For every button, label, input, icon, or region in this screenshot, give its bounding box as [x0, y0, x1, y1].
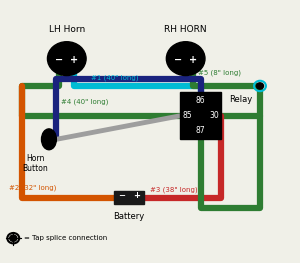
Bar [180, 93, 221, 139]
Circle shape [166, 42, 205, 75]
Text: 87: 87 [196, 127, 205, 135]
Circle shape [256, 83, 263, 89]
Text: #2 (32" long): #2 (32" long) [9, 184, 56, 191]
Text: Horn
Button: Horn Button [23, 154, 48, 173]
Text: 86: 86 [196, 97, 205, 105]
Text: −: − [118, 191, 125, 200]
Ellipse shape [41, 129, 56, 150]
Text: Relay: Relay [229, 95, 252, 104]
Text: +: + [70, 55, 78, 65]
Text: #5 (8" long): #5 (8" long) [198, 70, 241, 76]
Text: 30: 30 [209, 112, 219, 120]
Bar [114, 191, 144, 204]
Text: −: − [55, 55, 63, 65]
Text: −: − [174, 55, 182, 65]
Text: LH Horn: LH Horn [49, 25, 85, 34]
Text: +: + [133, 191, 140, 200]
Text: #3 (38" long): #3 (38" long) [150, 186, 198, 193]
Text: #4 (40" long): #4 (40" long) [61, 98, 108, 105]
Text: Battery: Battery [114, 212, 145, 221]
Text: #1 (40" long): #1 (40" long) [91, 75, 138, 82]
Text: = Tap splice connection: = Tap splice connection [24, 235, 107, 241]
Circle shape [47, 42, 86, 75]
Text: 85: 85 [182, 112, 192, 120]
Text: RH HORN: RH HORN [164, 25, 207, 34]
Text: +: + [189, 55, 197, 65]
Circle shape [10, 235, 17, 241]
